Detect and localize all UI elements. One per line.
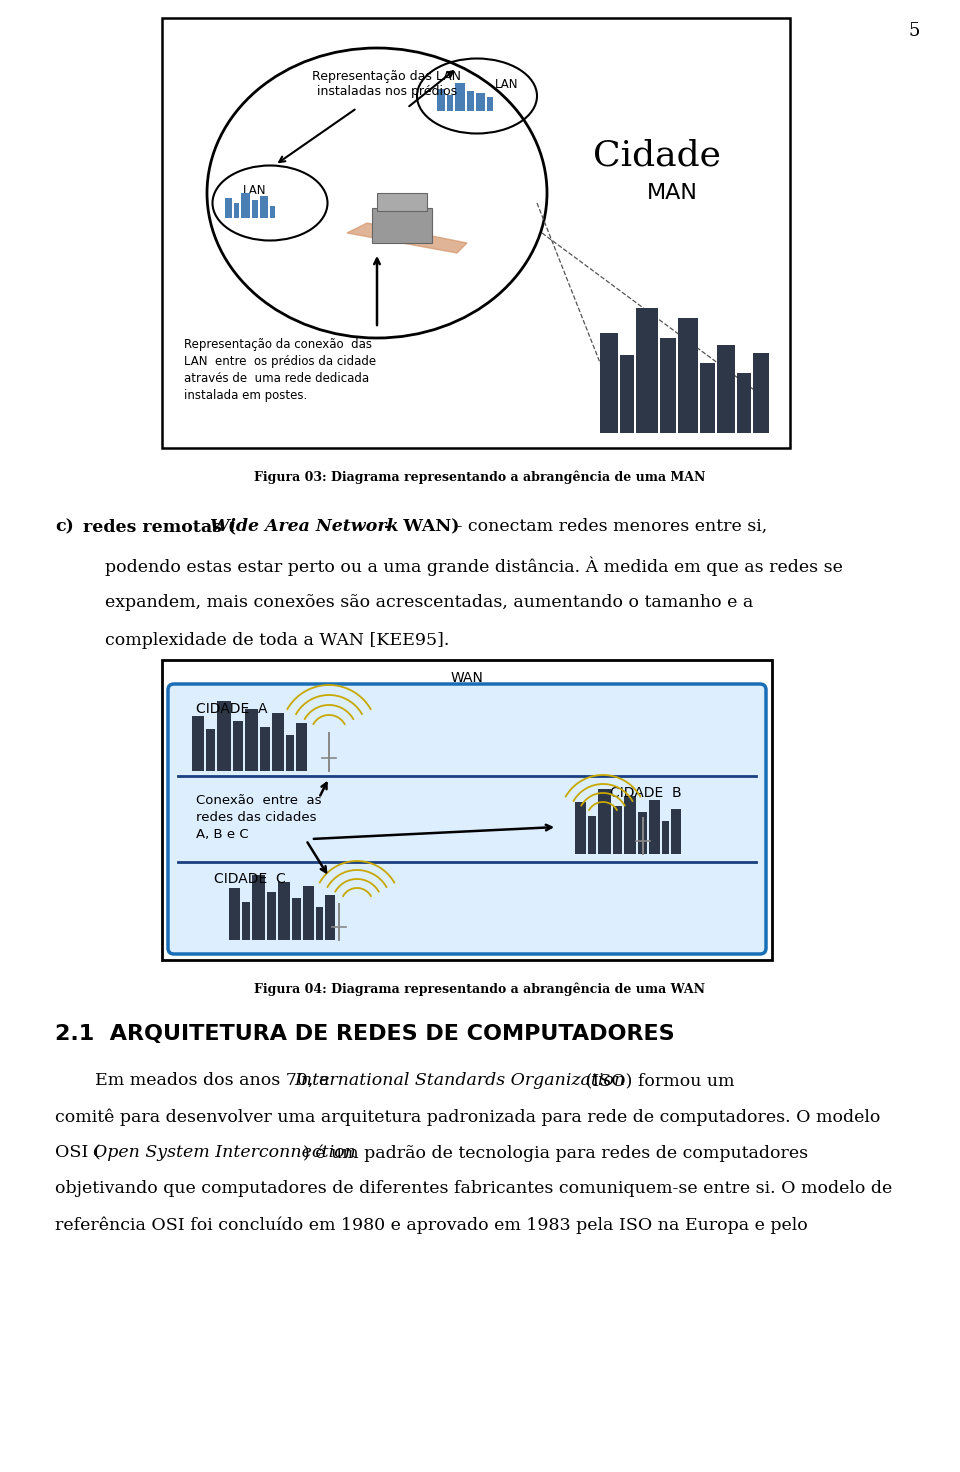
Text: c): c) bbox=[55, 518, 74, 534]
Bar bbox=[229, 888, 240, 941]
Polygon shape bbox=[347, 222, 467, 253]
Bar bbox=[316, 907, 323, 941]
Text: Cidade: Cidade bbox=[593, 138, 721, 172]
Text: podendo estas estar perto ou a uma grande distância. À medida em que as redes se: podendo estas estar perto ou a uma grand… bbox=[105, 556, 843, 576]
Bar bbox=[671, 810, 681, 854]
Text: OSI (: OSI ( bbox=[55, 1144, 101, 1161]
Text: expandem, mais conexões são acrescentadas, aumentando o tamanho e a: expandem, mais conexões são acrescentada… bbox=[105, 595, 754, 611]
Bar bbox=[613, 807, 622, 854]
Bar bbox=[242, 902, 250, 941]
Bar bbox=[476, 93, 485, 110]
Bar bbox=[624, 796, 636, 854]
Text: complexidade de toda a WAN [KEE95].: complexidade de toda a WAN [KEE95]. bbox=[105, 631, 449, 649]
FancyBboxPatch shape bbox=[168, 684, 766, 954]
Bar bbox=[233, 721, 243, 771]
Text: 2.1  ARQUITETURA DE REDES DE COMPUTADORES: 2.1 ARQUITETURA DE REDES DE COMPUTADORES bbox=[55, 1025, 675, 1044]
Bar bbox=[162, 18, 790, 447]
Bar bbox=[638, 813, 647, 854]
Bar bbox=[467, 91, 474, 110]
Bar bbox=[598, 789, 611, 854]
Text: -  WAN): - WAN) bbox=[378, 518, 460, 534]
Bar bbox=[447, 96, 453, 110]
Bar bbox=[252, 200, 258, 218]
Bar bbox=[372, 208, 432, 243]
Bar bbox=[234, 203, 239, 218]
Text: CIDADE  B: CIDADE B bbox=[610, 786, 682, 799]
Bar bbox=[649, 799, 660, 854]
Bar bbox=[753, 353, 769, 433]
Text: Figura 03: Diagrama representando a abrangência de uma MAN: Figura 03: Diagrama representando a abra… bbox=[254, 470, 706, 483]
Text: CIDADE  A: CIDADE A bbox=[196, 702, 268, 715]
Bar bbox=[303, 886, 314, 941]
Text: Representação da conexão  das
LAN  entre  os prédios da cidade
através de  uma r: Representação da conexão das LAN entre o… bbox=[184, 339, 376, 402]
Bar bbox=[662, 821, 669, 854]
Text: Representação das LAN
instaladas nos prédios: Representação das LAN instaladas nos pré… bbox=[313, 71, 462, 99]
Bar bbox=[241, 193, 250, 218]
Text: MAN: MAN bbox=[647, 183, 697, 203]
Bar bbox=[437, 88, 445, 110]
Bar bbox=[588, 815, 596, 854]
Bar bbox=[296, 723, 307, 771]
Text: ) é um padrão de tecnologia para redes de computadores: ) é um padrão de tecnologia para redes d… bbox=[303, 1144, 808, 1161]
Text: redes remotas (: redes remotas ( bbox=[83, 518, 236, 534]
Text: Open System Interconnection: Open System Interconnection bbox=[93, 1144, 356, 1161]
Text: Wide Area Network: Wide Area Network bbox=[210, 518, 398, 534]
Bar bbox=[737, 372, 751, 433]
Bar bbox=[267, 892, 276, 941]
Bar bbox=[225, 199, 232, 218]
Bar bbox=[700, 364, 715, 433]
Bar bbox=[260, 196, 268, 218]
Text: WAN: WAN bbox=[450, 671, 484, 684]
Text: International Standards Organization: International Standards Organization bbox=[294, 1072, 625, 1089]
Bar bbox=[678, 318, 698, 433]
Text: comitê para desenvolver uma arquitetura padronizada para rede de computadores. O: comitê para desenvolver uma arquitetura … bbox=[55, 1108, 880, 1126]
Text: LAN: LAN bbox=[243, 184, 267, 197]
Bar bbox=[272, 712, 284, 771]
Bar bbox=[377, 193, 427, 210]
Bar bbox=[660, 339, 676, 433]
Bar bbox=[292, 898, 301, 941]
Text: referência OSI foi concluído em 1980 e aprovado em 1983 pela ISO na Europa e pel: referência OSI foi concluído em 1980 e a… bbox=[55, 1216, 807, 1234]
Text: Conexão  entre  as
redes das cidades
A, B e C: Conexão entre as redes das cidades A, B … bbox=[196, 793, 322, 841]
Text: objetivando que computadores de diferentes fabricantes comuniquem-se entre si. O: objetivando que computadores de diferent… bbox=[55, 1181, 892, 1197]
Bar bbox=[286, 735, 294, 771]
Bar bbox=[162, 659, 772, 960]
Text: - conectam redes menores entre si,: - conectam redes menores entre si, bbox=[451, 518, 767, 534]
Bar bbox=[245, 710, 258, 771]
Bar bbox=[717, 344, 735, 433]
Bar bbox=[270, 206, 275, 218]
Bar bbox=[600, 333, 618, 433]
Text: Figura 04: Diagrama representando a abrangência de uma WAN: Figura 04: Diagrama representando a abra… bbox=[254, 982, 706, 995]
Bar bbox=[455, 82, 465, 110]
Bar bbox=[325, 895, 335, 941]
Bar bbox=[192, 715, 204, 771]
Text: Em meados dos anos 70, a: Em meados dos anos 70, a bbox=[95, 1072, 335, 1089]
Text: 5: 5 bbox=[908, 22, 920, 40]
Bar bbox=[620, 355, 634, 433]
Bar bbox=[217, 701, 231, 771]
Bar bbox=[206, 729, 215, 771]
Text: LAN: LAN bbox=[495, 78, 518, 90]
Bar bbox=[636, 308, 658, 433]
Bar bbox=[278, 882, 290, 941]
Bar bbox=[260, 727, 270, 771]
Bar bbox=[575, 802, 586, 854]
Text: CIDADE  C: CIDADE C bbox=[214, 871, 286, 886]
Bar bbox=[252, 874, 265, 941]
Text: (ISO) formou um: (ISO) formou um bbox=[580, 1072, 734, 1089]
Bar bbox=[487, 97, 493, 110]
